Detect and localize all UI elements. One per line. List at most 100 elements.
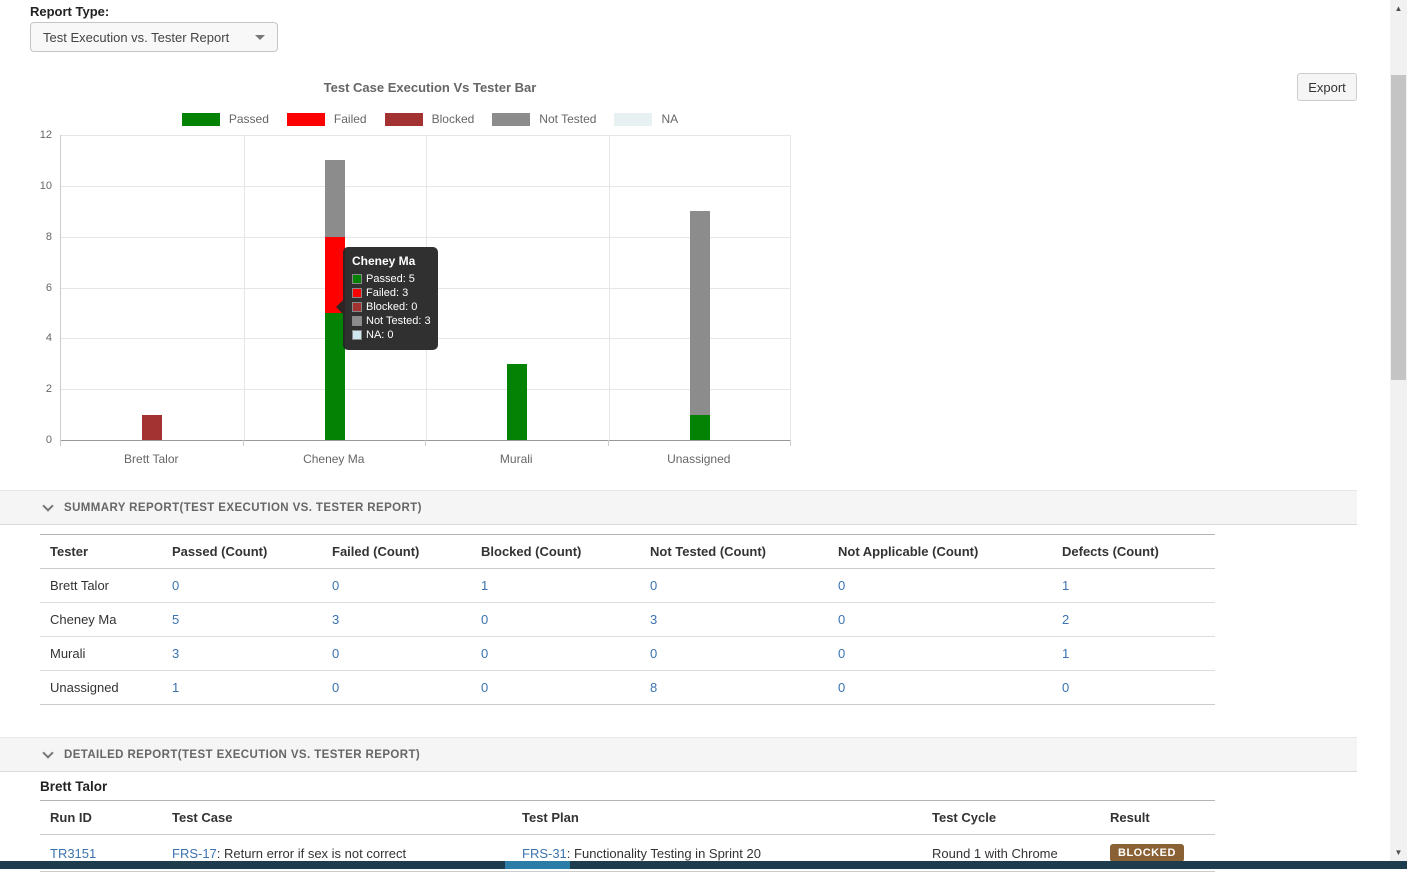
summary-count-link[interactable]: 1 — [1062, 646, 1069, 661]
tooltip-swatch-icon — [352, 302, 362, 312]
summary-count-link[interactable]: 0 — [332, 680, 339, 695]
summary-count-link[interactable]: 3 — [332, 612, 339, 627]
summary-col-header: Passed (Count) — [162, 535, 322, 569]
summary-count-link[interactable]: 8 — [650, 680, 657, 695]
scroll-up-icon[interactable]: ▲ — [1390, 0, 1407, 16]
vertical-scrollbar[interactable]: ▲ ▼ — [1390, 0, 1407, 869]
summary-count-cell: 1 — [1052, 569, 1215, 603]
summary-tester-name: Brett Talor — [40, 569, 162, 603]
x-axis-category-label: Brett Talor — [81, 452, 221, 466]
result-status-badge: BLOCKED — [1110, 844, 1184, 862]
detailed-report-section-header[interactable]: DETAILED REPORT(TEST EXECUTION VS. TESTE… — [0, 737, 1357, 772]
summary-count-cell: 0 — [640, 637, 828, 671]
tooltip-swatch-icon — [352, 330, 362, 340]
summary-count-link[interactable]: 0 — [838, 612, 845, 627]
run-id-link[interactable]: TR3151 — [50, 846, 96, 861]
detail-col-header: Run ID — [40, 801, 162, 835]
summary-count-cell: 2 — [1052, 603, 1215, 637]
legend-item-not-tested[interactable]: Not Tested — [492, 112, 596, 126]
legend-item-passed[interactable]: Passed — [182, 112, 269, 126]
report-type-label: Report Type: — [30, 4, 109, 19]
test-plan-link[interactable]: FRS-31 — [522, 846, 567, 861]
export-button[interactable]: Export — [1297, 73, 1357, 101]
summary-count-cell: 3 — [322, 603, 471, 637]
legend-label: NA — [661, 112, 678, 126]
summary-count-cell: 5 — [162, 603, 322, 637]
tooltip-row: Passed: 5 — [352, 272, 429, 286]
legend-item-failed[interactable]: Failed — [287, 112, 367, 126]
summary-count-link[interactable]: 0 — [1062, 680, 1069, 695]
x-axis-tick — [790, 440, 791, 446]
summary-count-link[interactable]: 0 — [172, 578, 179, 593]
tooltip-row: Blocked: 0 — [352, 300, 429, 314]
summary-col-header: Failed (Count) — [322, 535, 471, 569]
report-type-selected-value: Test Execution vs. Tester Report — [43, 30, 229, 45]
summary-count-link[interactable]: 3 — [650, 612, 657, 627]
summary-count-link[interactable]: 0 — [838, 578, 845, 593]
chevron-down-icon — [42, 747, 53, 758]
summary-section-title: SUMMARY REPORT(TEST EXECUTION VS. TESTER… — [64, 502, 422, 514]
summary-col-header: Not Tested (Count) — [640, 535, 828, 569]
x-axis-category-label: Unassigned — [629, 452, 769, 466]
summary-count-link[interactable]: 1 — [172, 680, 179, 695]
tooltip-row: Not Tested: 3 — [352, 314, 429, 328]
chart-gridline-vertical — [244, 135, 245, 440]
detail-col-header: Result — [1100, 801, 1215, 835]
legend-item-blocked[interactable]: Blocked — [385, 112, 475, 126]
tooltip-row: Failed: 3 — [352, 286, 429, 300]
detail-col-header: Test Cycle — [922, 801, 1100, 835]
summary-count-link[interactable]: 1 — [1062, 578, 1069, 593]
legend-label: Not Tested — [539, 112, 596, 126]
summary-count-link[interactable]: 0 — [650, 646, 657, 661]
summary-count-link[interactable]: 3 — [172, 646, 179, 661]
y-axis-tick-label: 8 — [4, 231, 52, 243]
bar-segment-passed[interactable] — [690, 415, 710, 440]
bottom-scrollbar-thumb[interactable] — [505, 861, 570, 869]
chart-gridline-vertical — [790, 135, 791, 440]
summary-tester-name: Murali — [40, 637, 162, 671]
summary-col-header: Not Applicable (Count) — [828, 535, 1052, 569]
chart-legend: Passed Failed Blocked Not Tested NA — [0, 112, 860, 126]
test-case-link[interactable]: FRS-17 — [172, 846, 217, 861]
y-axis-tick-label: 4 — [4, 332, 52, 344]
summary-count-cell: 3 — [162, 637, 322, 671]
summary-count-link[interactable]: 0 — [332, 646, 339, 661]
bar-segment-not-tested[interactable] — [325, 160, 345, 236]
bar-segment-blocked[interactable] — [142, 415, 162, 440]
legend-swatch-icon — [182, 113, 220, 126]
scroll-down-icon[interactable]: ▼ — [1390, 844, 1407, 860]
x-axis-category-label: Cheney Ma — [264, 452, 404, 466]
summary-count-link[interactable]: 0 — [481, 680, 488, 695]
summary-report-table: Tester Passed (Count) Failed (Count) Blo… — [40, 534, 1215, 705]
detail-table-header-row: Run ID Test Case Test Plan Test Cycle Re… — [40, 801, 1215, 835]
summary-count-link[interactable]: 0 — [481, 612, 488, 627]
summary-count-link[interactable]: 2 — [1062, 612, 1069, 627]
tooltip-row-text: Blocked: 0 — [366, 300, 417, 314]
report-type-dropdown[interactable]: Test Execution vs. Tester Report — [30, 22, 278, 52]
summary-count-link[interactable]: 1 — [481, 578, 488, 593]
x-axis-category-label: Murali — [446, 452, 586, 466]
summary-count-link[interactable]: 0 — [650, 578, 657, 593]
summary-count-cell: 0 — [471, 637, 640, 671]
bar-segment-passed[interactable] — [325, 313, 345, 440]
legend-swatch-icon — [614, 113, 652, 126]
tooltip-row-text: Failed: 3 — [366, 286, 408, 300]
summary-count-link[interactable]: 0 — [332, 578, 339, 593]
bar-segment-not-tested[interactable] — [690, 211, 710, 414]
summary-count-link[interactable]: 0 — [838, 680, 845, 695]
scrollbar-thumb[interactable] — [1391, 75, 1406, 380]
summary-report-section-header[interactable]: SUMMARY REPORT(TEST EXECUTION VS. TESTER… — [0, 490, 1357, 525]
summary-count-link[interactable]: 0 — [481, 646, 488, 661]
summary-count-link[interactable]: 5 — [172, 612, 179, 627]
tooltip-row-text: Not Tested: 3 — [366, 314, 431, 328]
y-axis-tick-label: 2 — [4, 383, 52, 395]
tooltip-arrow-icon — [336, 300, 343, 314]
bottom-scroll-bar[interactable] — [0, 861, 1407, 869]
bar-segment-passed[interactable] — [507, 364, 527, 440]
summary-count-cell: 1 — [162, 671, 322, 705]
summary-count-link[interactable]: 0 — [838, 646, 845, 661]
legend-item-na[interactable]: NA — [614, 112, 678, 126]
summary-count-cell: 1 — [471, 569, 640, 603]
legend-swatch-icon — [492, 113, 530, 126]
